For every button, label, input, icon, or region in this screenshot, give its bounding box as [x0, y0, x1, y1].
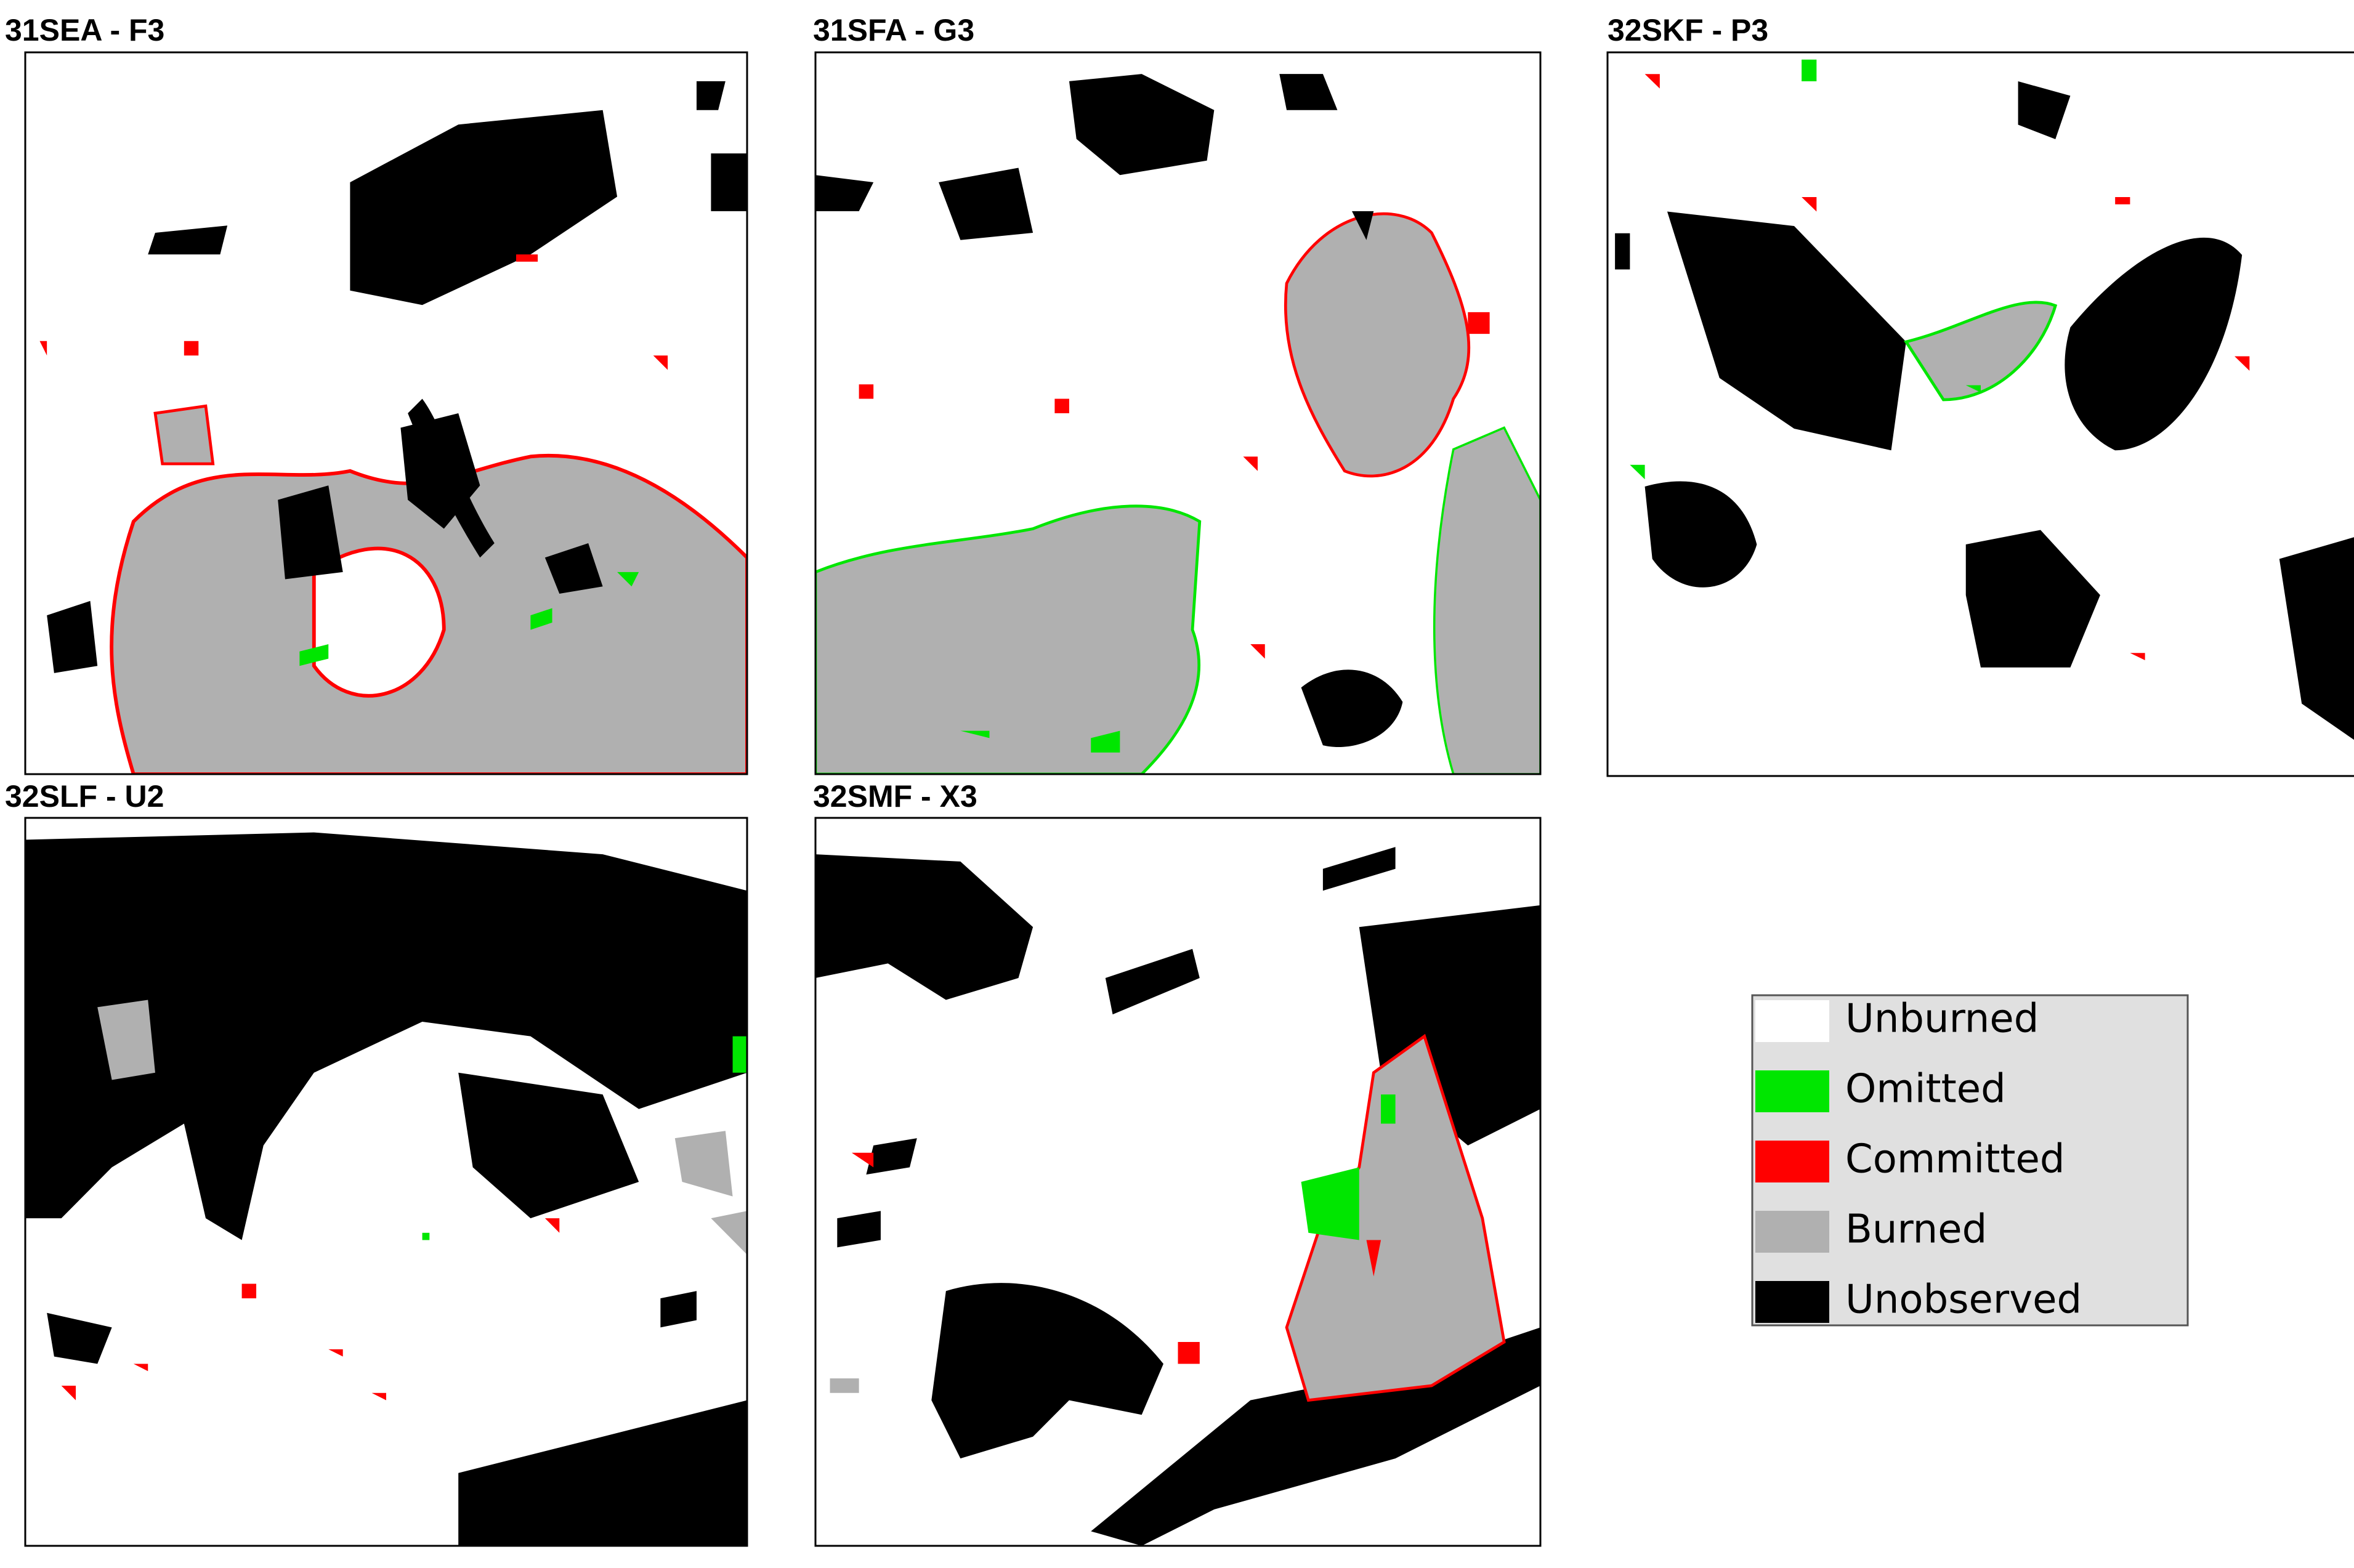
map-region [1301, 1094, 1396, 1240]
map-region [1284, 212, 1471, 478]
legend-swatch [1755, 1141, 1829, 1182]
legend-swatch [1755, 1000, 1829, 1042]
map-region [815, 847, 1540, 1546]
legend-label: Unburned [1845, 996, 2039, 1042]
legend-swatch [1755, 1070, 1829, 1112]
map-region [1903, 301, 2058, 402]
panel-title: 32SMF - X3 [813, 779, 977, 814]
legend-label: Unobserved [1845, 1277, 2082, 1323]
map-region [960, 730, 1120, 753]
map-region [1615, 81, 2354, 740]
map-region [110, 453, 747, 774]
map-frame [24, 817, 748, 1547]
map-frame [814, 817, 1542, 1547]
map-region [25, 832, 747, 1546]
map-region [47, 81, 747, 673]
map-region [830, 1378, 859, 1393]
map-region [815, 74, 1403, 748]
legend-swatch [1755, 1211, 1829, 1253]
map [1608, 52, 2354, 776]
map-frame [1606, 51, 2354, 777]
map [815, 52, 1540, 774]
map-region [39, 254, 668, 370]
panel-title: 32SLF - U2 [5, 779, 164, 814]
map-region [1433, 426, 1540, 774]
legend-swatch [1755, 1281, 1829, 1323]
map [25, 52, 747, 774]
map-region [815, 504, 1202, 774]
legend-label: Omitted [1845, 1067, 2006, 1112]
panel-title: 31SFA - G3 [813, 13, 974, 47]
legend-label: Committed [1845, 1137, 2065, 1182]
map-region [350, 110, 618, 305]
legend-label: Burned [1845, 1207, 1987, 1253]
map [25, 818, 747, 1546]
legend: Unburned Omitted Committed Burned Unobserved [1751, 994, 2189, 1327]
map-region [153, 404, 215, 466]
map-frame [24, 51, 748, 775]
map-frame [814, 51, 1542, 775]
map [815, 818, 1540, 1546]
panel-title: 32SKF - P3 [1608, 13, 1768, 47]
panel-title: 31SEA - F3 [5, 13, 164, 47]
